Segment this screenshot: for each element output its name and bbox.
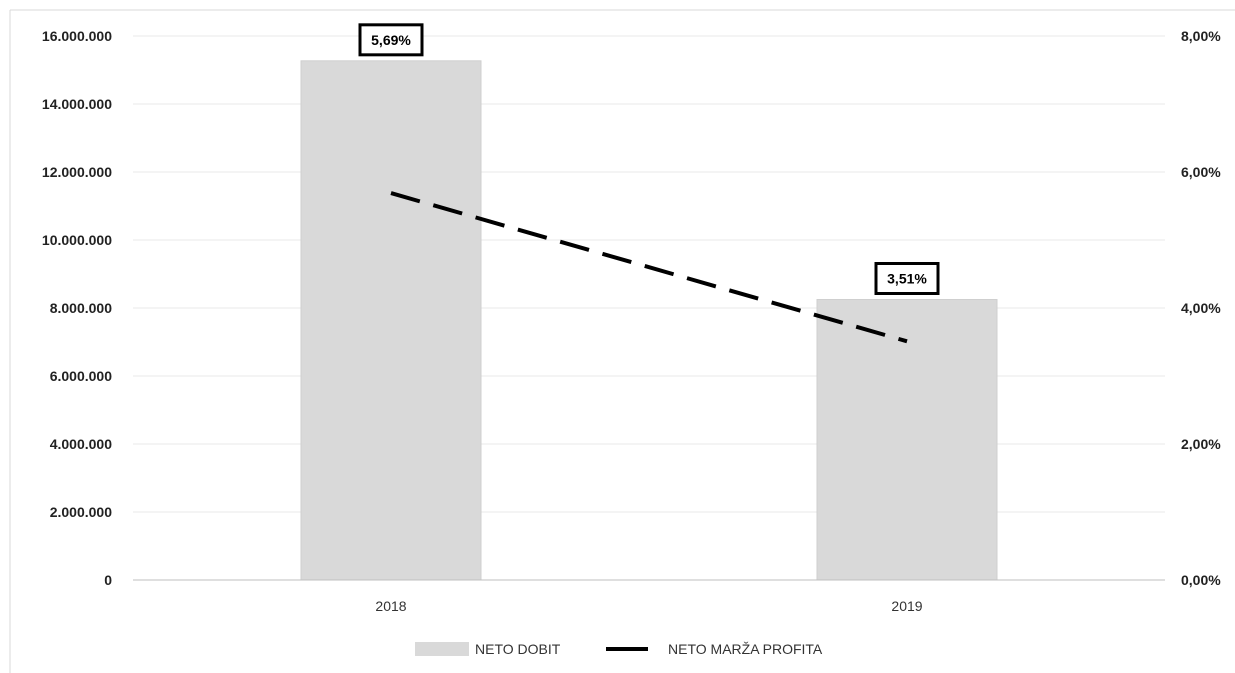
legend-bar-label: NETO DOBIT <box>475 641 561 657</box>
right-tick-label: 4,00% <box>1181 300 1221 316</box>
data-label-text: 5,69% <box>371 32 411 48</box>
right-tick-label: 6,00% <box>1181 164 1221 180</box>
bar-series <box>300 60 998 581</box>
bar-2018 <box>300 60 482 581</box>
left-tick-label: 8.000.000 <box>50 300 112 316</box>
data-label-box <box>874 262 940 295</box>
data-labels: 5,69% 3,51% <box>358 23 940 295</box>
right-tick-label: 8,00% <box>1181 28 1221 44</box>
legend-bar-swatch <box>415 642 469 656</box>
data-label-2018: 5,69% <box>358 23 424 57</box>
data-label-box <box>358 23 424 57</box>
legend-line-label: NETO MARŽA PROFITA <box>668 641 823 657</box>
category-label: 2018 <box>375 598 406 614</box>
left-tick-label: 10.000.000 <box>42 232 112 248</box>
bar-2019 <box>816 299 998 581</box>
left-tick-label: 6.000.000 <box>50 368 112 384</box>
line-series <box>390 191 908 344</box>
right-tick-label: 0,00% <box>1181 572 1221 588</box>
left-axis-ticks: 0 2.000.000 4.000.000 6.000.000 8.000.000 10.… <box>42 28 112 588</box>
left-tick-label: 14.000.000 <box>42 96 112 112</box>
left-tick-label: 2.000.000 <box>50 504 112 520</box>
right-tick-label: 2,00% <box>1181 436 1221 452</box>
category-labels: 2018 2019 <box>375 598 922 614</box>
left-tick-label: 0 <box>104 572 112 588</box>
category-label: 2019 <box>891 598 922 614</box>
data-label-text: 3,51% <box>887 271 927 287</box>
data-label-2019: 3,51% <box>874 262 940 295</box>
legend: NETO DOBIT NETO MARŽA PROFITA <box>415 641 823 657</box>
right-axis-ticks: 0,00% 2,00% 4,00% 6,00% 8,00% <box>1181 28 1221 588</box>
left-tick-label: 16.000.000 <box>42 28 112 44</box>
left-tick-label: 12.000.000 <box>42 164 112 180</box>
left-tick-label: 4.000.000 <box>50 436 112 452</box>
line-neto-marza-profita <box>390 191 908 344</box>
gridlines <box>133 35 1165 513</box>
